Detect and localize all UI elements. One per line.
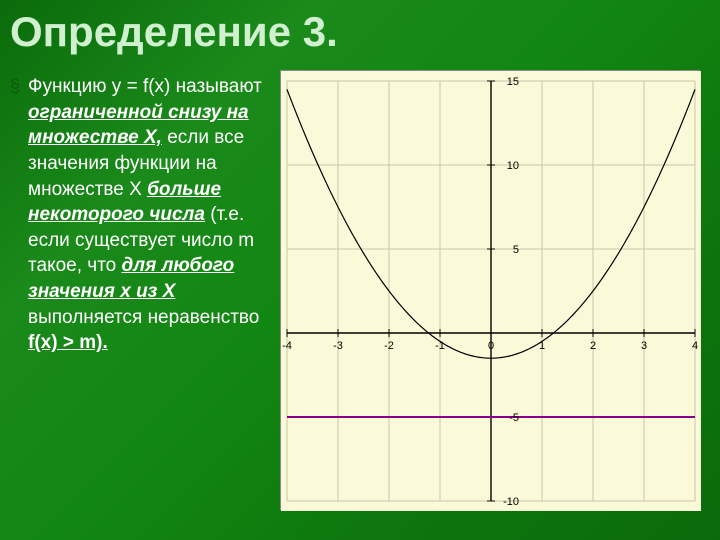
slide-title: Определение 3. bbox=[0, 0, 720, 60]
svg-text:-2: -2 bbox=[384, 340, 394, 352]
t8: f(x) > m). bbox=[28, 332, 108, 353]
svg-text:-10: -10 bbox=[503, 496, 519, 508]
svg-text:0: 0 bbox=[488, 340, 494, 352]
svg-text:-1: -1 bbox=[435, 340, 445, 352]
svg-text:15: 15 bbox=[507, 76, 519, 88]
parabola-chart: -4-3-2-101234-10-551015 bbox=[280, 70, 700, 510]
svg-text:-4: -4 bbox=[282, 340, 292, 352]
svg-text:-3: -3 bbox=[333, 340, 343, 352]
svg-text:10: 10 bbox=[507, 160, 519, 172]
svg-text:1: 1 bbox=[539, 340, 545, 352]
svg-text:-5: -5 bbox=[509, 412, 519, 424]
bullet-icon: § bbox=[10, 74, 20, 356]
definition-text: § Функцию у = f(x) называют ограниченной… bbox=[10, 70, 280, 510]
svg-text:5: 5 bbox=[513, 244, 519, 256]
svg-text:4: 4 bbox=[692, 340, 698, 352]
svg-text:2: 2 bbox=[590, 340, 596, 352]
chart-container: -4-3-2-101234-10-551015 bbox=[280, 70, 710, 510]
definition-body: Функцию у = f(x) называют ограниченной с… bbox=[28, 74, 280, 356]
content-row: § Функцию у = f(x) называют ограниченной… bbox=[0, 60, 720, 510]
svg-text:3: 3 bbox=[641, 340, 647, 352]
t1: Функцию у = f(x) называют bbox=[28, 76, 262, 97]
t7: выполняется неравенство bbox=[28, 307, 259, 328]
